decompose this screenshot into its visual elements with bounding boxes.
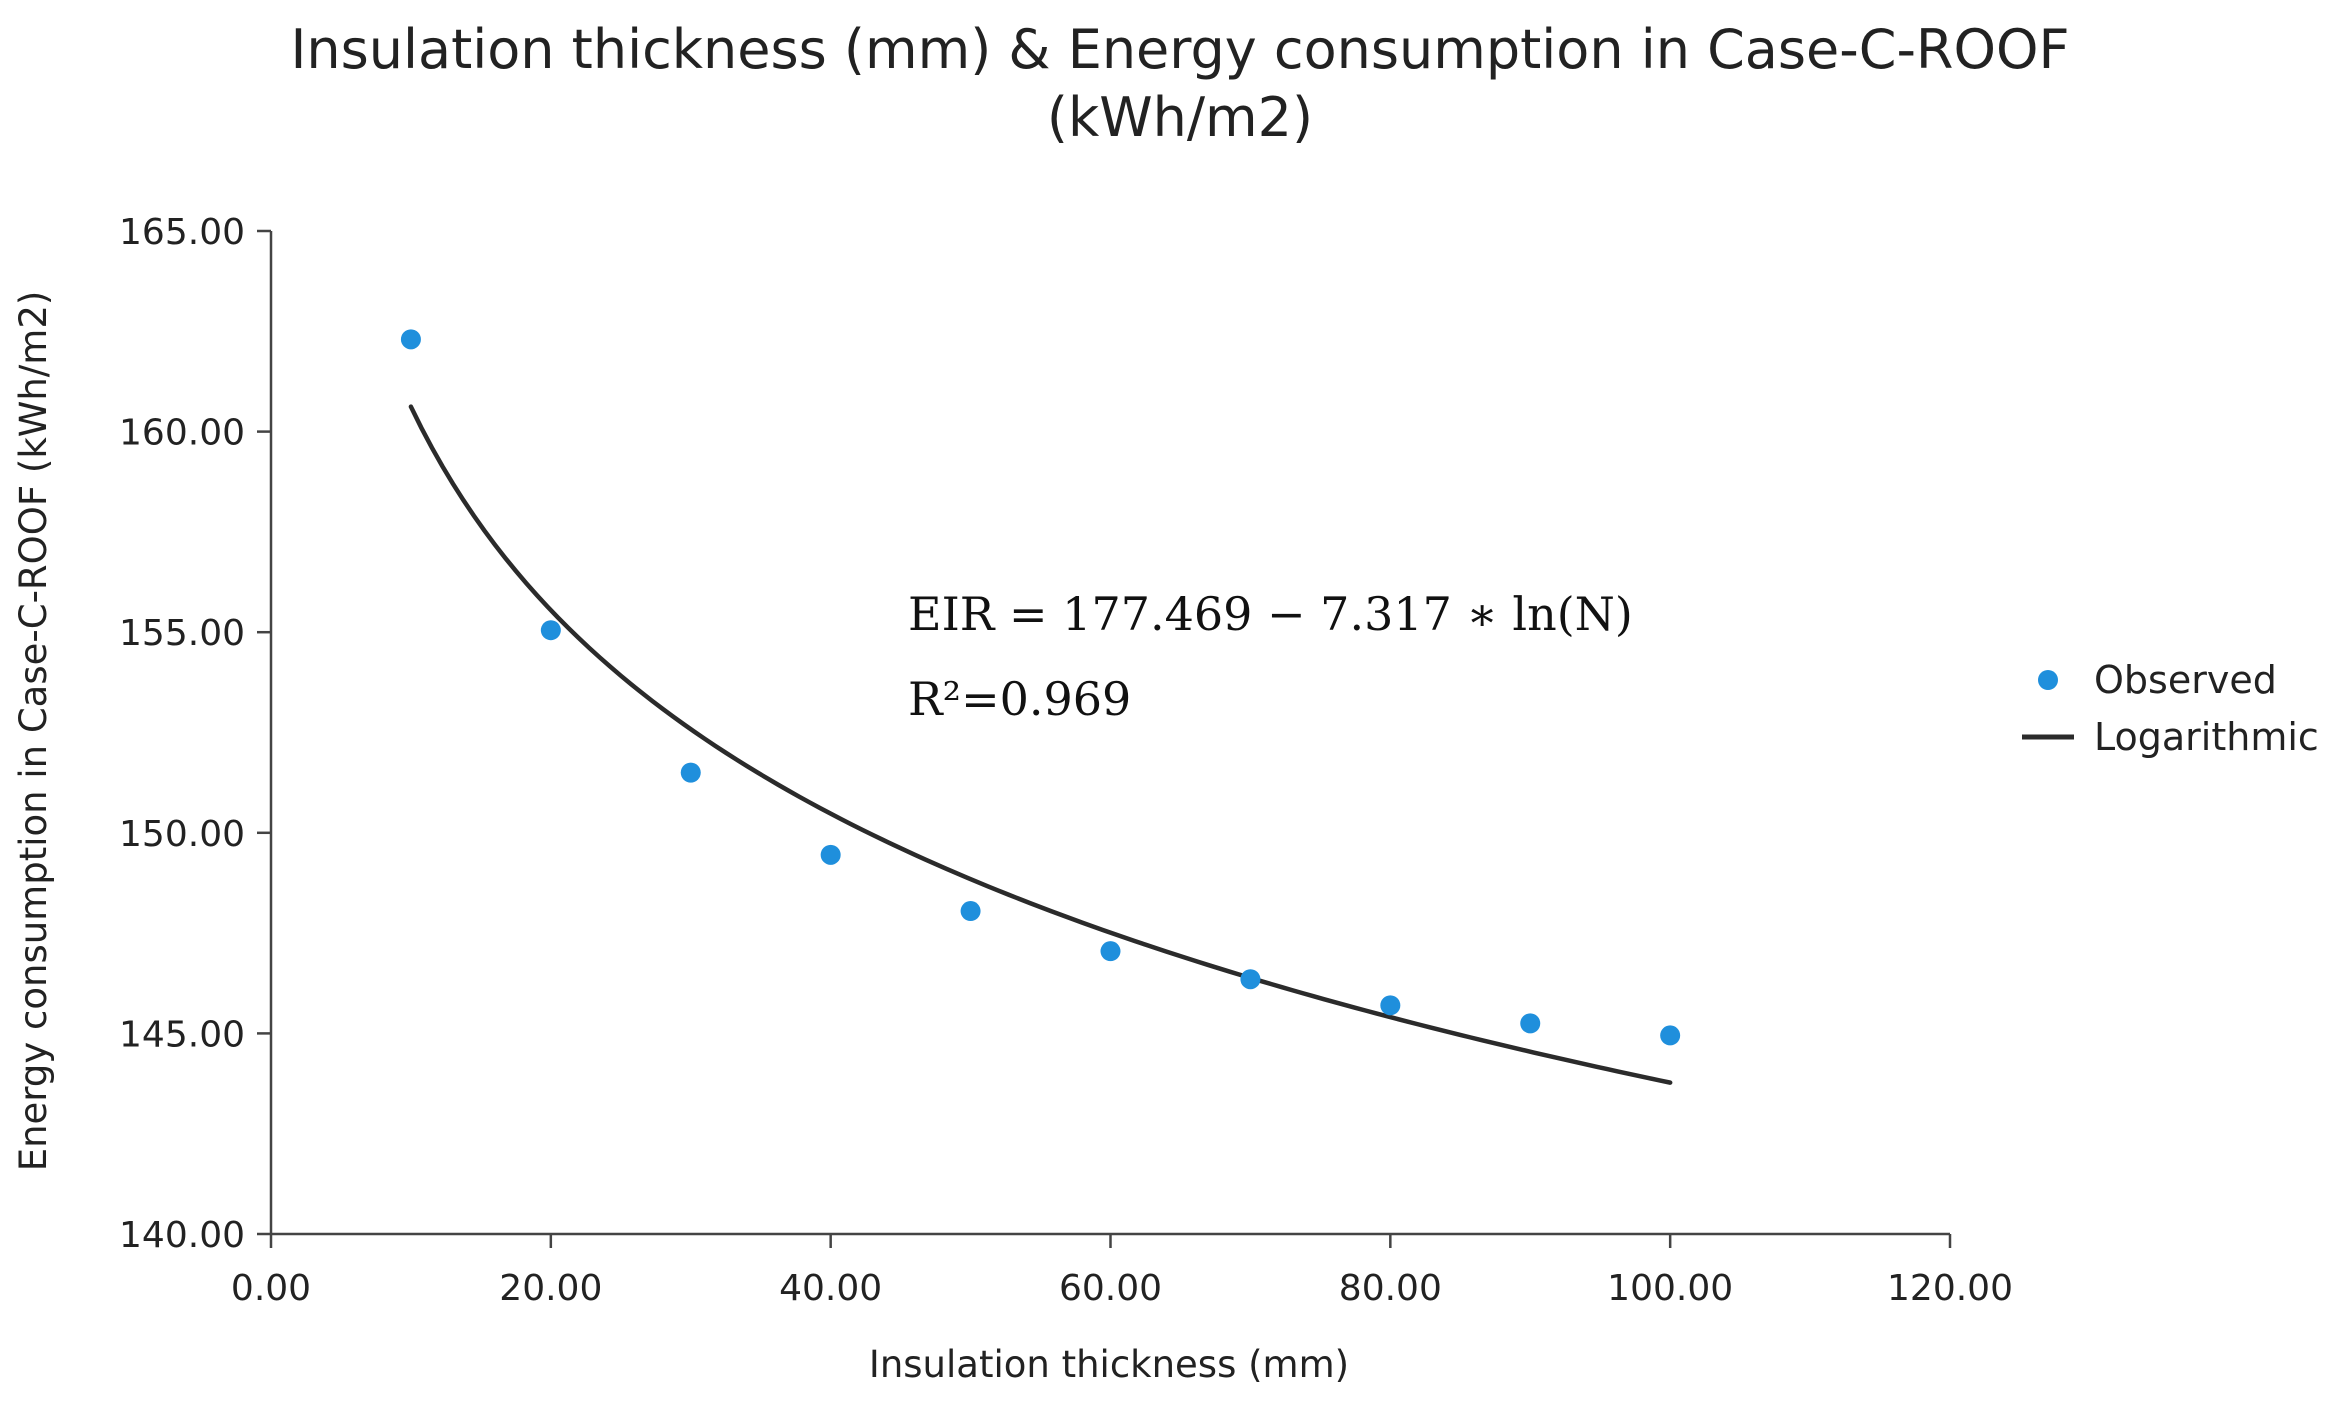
y-tick-label: 155.00	[119, 613, 245, 654]
y-axis-label: Energy consumption in Case-C-ROOF (kWh/m…	[12, 291, 55, 1172]
equation-annotation: EIR = 177.469 − 7.317 ∗ ln(N)	[908, 587, 1633, 641]
observed-point	[400, 329, 421, 350]
x-tick-label: 40.00	[779, 1268, 882, 1309]
y-tick-label: 150.00	[119, 814, 245, 855]
series-layer	[400, 329, 1681, 1085]
y-tick-label: 140.00	[119, 1215, 245, 1256]
observed-point	[540, 620, 561, 641]
y-tick-label: 145.00	[119, 1014, 245, 1055]
y-tick-label: 160.00	[119, 413, 245, 454]
x-tick-label: 120.00	[1887, 1268, 2013, 1309]
x-tick-label: 100.00	[1607, 1268, 1733, 1309]
x-tick-label: 60.00	[1059, 1268, 1162, 1309]
observed-point	[1240, 969, 1261, 990]
legend: Observed Logarithmic	[2022, 658, 2319, 759]
chart-title: Insulation thickness (mm) & Energy consu…	[290, 18, 2069, 81]
observed-point	[1660, 1025, 1681, 1046]
x-axis-label: Insulation thickness (mm)	[869, 1343, 1349, 1386]
x-tick-label: 20.00	[499, 1268, 602, 1309]
x-tick-label: 0.00	[231, 1268, 311, 1309]
legend-marker-observed	[2038, 670, 2058, 690]
axes: 0.00 20.00 40.00 60.00 80.00 100.00 120.00 140.…	[119, 212, 2013, 1309]
observed-point	[960, 901, 981, 922]
observed-point	[820, 844, 841, 865]
x-tick-label: 80.00	[1339, 1268, 1442, 1309]
y-tick-label: 165.00	[119, 212, 245, 253]
observed-point	[680, 762, 701, 783]
observed-point	[1100, 941, 1121, 962]
observed-point	[1380, 995, 1401, 1016]
logarithmic-trend-line	[408, 404, 1673, 1085]
legend-label-logarithmic: Logarithmic	[2094, 715, 2319, 759]
observed-point	[1520, 1013, 1541, 1034]
chart-subtitle: (kWh/m2)	[1047, 86, 1313, 149]
r-squared-annotation: R²=0.969	[908, 672, 1131, 726]
legend-label-observed: Observed	[2094, 658, 2277, 702]
